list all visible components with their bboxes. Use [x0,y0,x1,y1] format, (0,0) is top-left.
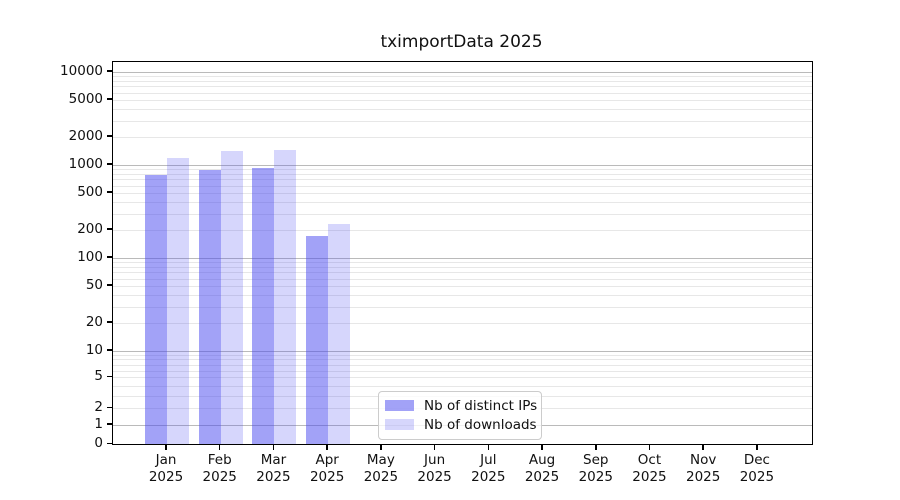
x-tick-mark [648,444,651,450]
x-tick-label-aug: Aug 2025 [524,452,560,485]
y-tick-mark [107,321,112,323]
x-tick-label-feb: Feb 2025 [202,452,237,485]
gridline-minor [113,108,812,110]
x-tick-label-may: May 2025 [363,452,399,485]
legend-label: Nb of distinct IPs [424,397,538,414]
y-tick-label: 5 [94,368,103,385]
gridline-minor [113,92,812,94]
y-tick-mark [107,228,112,230]
bar-downloads-feb [220,151,243,444]
gridline-minor [113,136,812,138]
legend-entry-distinct-ips: Nb of distinct IPs [385,396,538,415]
x-tick-mark [433,444,436,450]
y-tick-mark [107,284,112,286]
y-tick-label: 2 [94,399,103,416]
y-tick-mark [107,442,112,444]
y-tick-mark [107,423,112,425]
x-tick-label-jun: Jun 2025 [417,452,452,485]
y-tick-label: 1000 [68,155,103,172]
legend-label: Nb of downloads [424,416,537,433]
y-tick-label: 5000 [68,90,103,107]
gridline-minor [113,80,812,82]
bar-distinct-ips-jan [145,174,167,444]
x-tick-mark [756,444,758,450]
gridline-major [113,71,812,73]
y-tick-label: 100 [77,248,103,265]
gridline-minor [113,86,812,88]
x-tick-label-jul: Jul 2025 [471,452,506,485]
x-tick-mark [218,444,221,450]
bar-distinct-ips-feb [198,170,221,444]
x-tick-mark [702,444,704,450]
y-tick-mark [107,406,112,409]
x-tick-mark [326,444,328,450]
y-tick-mark [107,98,112,100]
bar-downloads-apr [328,224,351,444]
legend-entry-downloads: Nb of downloads [385,415,537,434]
bar-downloads-mar [274,149,297,444]
y-tick-mark [107,70,112,72]
gridline-minor [113,76,812,78]
y-tick-label: 50 [85,276,103,293]
x-tick-mark [272,444,275,450]
x-tick-label-dec: Dec 2025 [739,452,775,485]
y-tick-label: 2000 [68,127,103,144]
x-tick-mark [541,444,543,450]
x-tick-label-sep: Sep 2025 [578,452,613,485]
x-tick-label-mar: Mar 2025 [256,452,291,485]
y-tick-mark [107,349,112,351]
y-tick-label: 200 [77,220,103,237]
y-tick-label: 10000 [60,62,103,79]
x-tick-mark [487,444,490,450]
x-tick-mark [380,444,382,450]
bar-distinct-ips-apr [306,236,329,444]
legend-swatch [385,400,414,411]
x-tick-label-jan: Jan 2025 [148,452,184,485]
legend: Nb of distinct IPs Nb of downloads [378,391,542,440]
bar-distinct-ips-mar [252,168,275,444]
x-tick-mark [595,444,597,450]
y-tick-label: 500 [77,183,103,200]
y-tick-mark [107,256,112,258]
bar-downloads-jan [167,158,189,444]
gridline-major [113,164,812,166]
y-tick-mark [107,163,112,165]
y-tick-label: 1 [94,415,103,432]
y-tick-label: 0 [94,435,103,451]
x-tick-label-nov: Nov 2025 [686,452,721,485]
y-tick-mark [107,375,112,378]
y-tick-mark [107,135,112,137]
y-tick-label: 20 [85,313,103,330]
plot-area [112,61,813,445]
x-tick-label-oct: Oct 2025 [632,452,667,485]
y-tick-label: 10 [85,341,103,358]
gridline-minor [113,99,812,101]
chart-title: tximportData 2025 [380,32,543,52]
gridline-minor [113,120,812,122]
x-tick-label-apr: Apr 2025 [309,452,345,485]
y-tick-mark [107,191,112,193]
legend-swatch [385,419,414,430]
x-tick-mark [165,444,167,450]
